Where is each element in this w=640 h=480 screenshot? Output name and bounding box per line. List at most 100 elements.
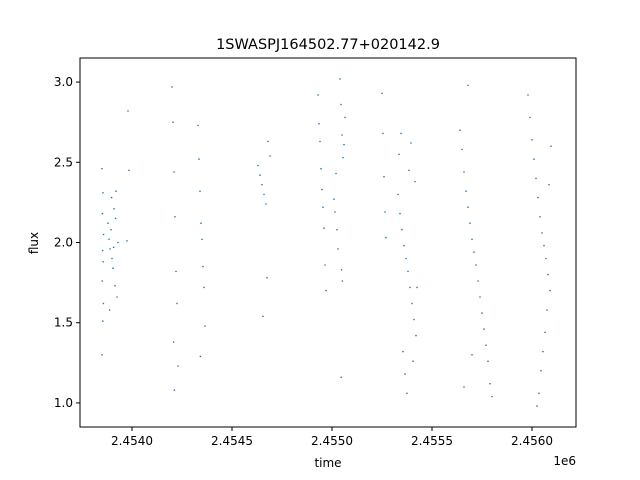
data-point [403,244,405,247]
data-point [471,238,473,241]
data-point [111,257,113,260]
data-point [172,341,175,343]
data-point [545,257,547,260]
data-point [410,142,412,144]
data-point [461,148,463,151]
data-point [465,190,467,192]
data-point [320,167,322,170]
data-point [463,171,465,173]
data-point [319,140,321,143]
y-tick-label: 3.0 [54,75,73,89]
data-point [548,183,550,186]
data-point [322,206,324,208]
data-point [102,302,105,305]
data-point [531,139,533,141]
data-point [467,84,469,87]
data-point [266,277,268,279]
data-point [529,116,531,119]
data-point [267,140,269,143]
data-point [415,334,417,337]
data-point [101,167,103,170]
data-point [341,134,343,136]
data-point [400,132,402,135]
data-point [109,248,111,250]
data-point [334,211,336,213]
data-point [177,365,179,367]
data-point [550,145,552,147]
data-point [325,289,327,292]
data-point [467,206,469,208]
data-point [404,373,406,375]
data-point [110,196,113,199]
data-point [483,328,485,330]
data-point [343,143,345,146]
data-point [384,211,386,213]
data-point [341,280,344,282]
data-point [321,188,323,191]
data-point [340,103,342,106]
data-point [546,309,548,311]
data-point [102,192,104,194]
x-axis-ticks: 2.4540 2.4545 2.4550 2.4555 2.4560 [111,427,553,448]
data-point [537,196,539,199]
data-point [112,246,115,249]
data-point [487,360,489,363]
data-point [547,273,549,276]
data-point [110,228,112,231]
data-point [469,222,471,224]
data-point [538,392,540,395]
data-point [335,172,337,175]
data-point [542,350,544,353]
data-point [336,228,338,231]
data-point [127,110,129,112]
data-point [485,344,487,347]
data-point [385,236,387,239]
data-point [197,124,199,127]
data-point [475,264,477,266]
data-point [200,222,202,224]
data-point [101,280,103,282]
data-point [533,158,535,160]
data-point [527,94,529,96]
data-point [344,116,346,119]
data-point [414,180,416,183]
chart-title: 1SWASPJ164502.77+020142.9 [216,37,440,53]
data-point [416,286,418,289]
x-axis-label: time [314,456,341,470]
data-point [116,296,118,298]
data-point [262,315,264,318]
data-point [176,302,178,305]
data-point [201,238,203,241]
data-point [407,270,409,273]
data-point [549,289,551,292]
data-point [102,320,104,322]
data-point [463,386,465,388]
data-point [481,312,483,314]
data-point [340,376,343,379]
data-point [412,360,414,363]
data-point [541,232,543,234]
data-point [175,270,177,273]
data-point [402,350,404,353]
plot-frame [79,57,577,428]
data-point [203,286,205,289]
data-point [411,302,413,305]
data-point [257,164,259,167]
data-point [259,174,261,176]
data-point [536,405,538,407]
data-point [406,392,408,395]
data-point [108,309,111,311]
data-point [172,121,174,123]
data-points [101,78,552,407]
data-point [107,222,109,224]
x-tick-label: 2.4545 [211,434,253,448]
data-point [333,198,335,200]
data-point [199,190,201,192]
data-point [199,355,202,358]
data-point [112,267,114,270]
data-point [261,183,263,186]
data-point [198,158,200,160]
data-point [409,286,411,289]
data-point [324,264,326,266]
